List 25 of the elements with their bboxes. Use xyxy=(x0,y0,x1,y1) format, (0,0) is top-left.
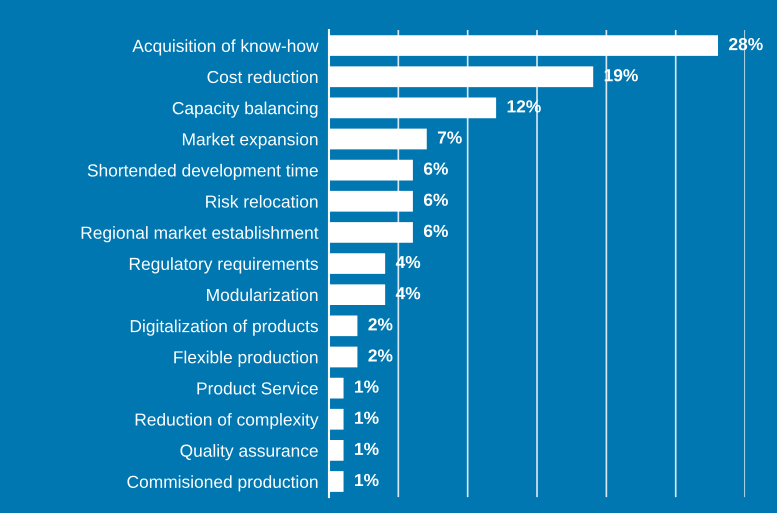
data-label: 6% xyxy=(424,224,448,238)
data-label: 2% xyxy=(368,349,392,362)
y-tick-label: Commisioned production xyxy=(127,475,318,492)
data-label: 7% xyxy=(438,131,462,144)
y-tick-label: Shortended development time xyxy=(88,164,318,180)
y-tick-label: Quality assurance xyxy=(180,444,318,460)
y-tick-label: Market expansion xyxy=(182,132,318,149)
y-tick-label: Cost reduction xyxy=(208,70,318,84)
data-label: 6% xyxy=(424,194,448,206)
data-label: 1% xyxy=(355,474,379,486)
y-tick-label: Capacity balancing xyxy=(172,102,318,118)
y-tick-label: Risk relocation xyxy=(206,194,318,208)
data-label: 6% xyxy=(424,162,448,175)
y-tick-label: Digitalization of products xyxy=(130,320,318,336)
data-label: 1% xyxy=(355,442,379,456)
y-tick-label: Regulatory requirements xyxy=(130,257,318,274)
data-label: 1% xyxy=(355,412,379,424)
y-tick-label: Acquisition of know-how xyxy=(132,39,319,56)
y-tick-label: Product Service xyxy=(197,382,318,395)
y-tick-label: Reduction of complexity xyxy=(136,412,319,430)
y-tick-label: Modularization xyxy=(207,288,318,302)
y-tick-label: Flexible production xyxy=(174,350,318,367)
data-label: 1% xyxy=(355,380,379,393)
y-tick-label: Regional market establishment xyxy=(82,226,318,242)
data-label: 2% xyxy=(368,318,392,330)
